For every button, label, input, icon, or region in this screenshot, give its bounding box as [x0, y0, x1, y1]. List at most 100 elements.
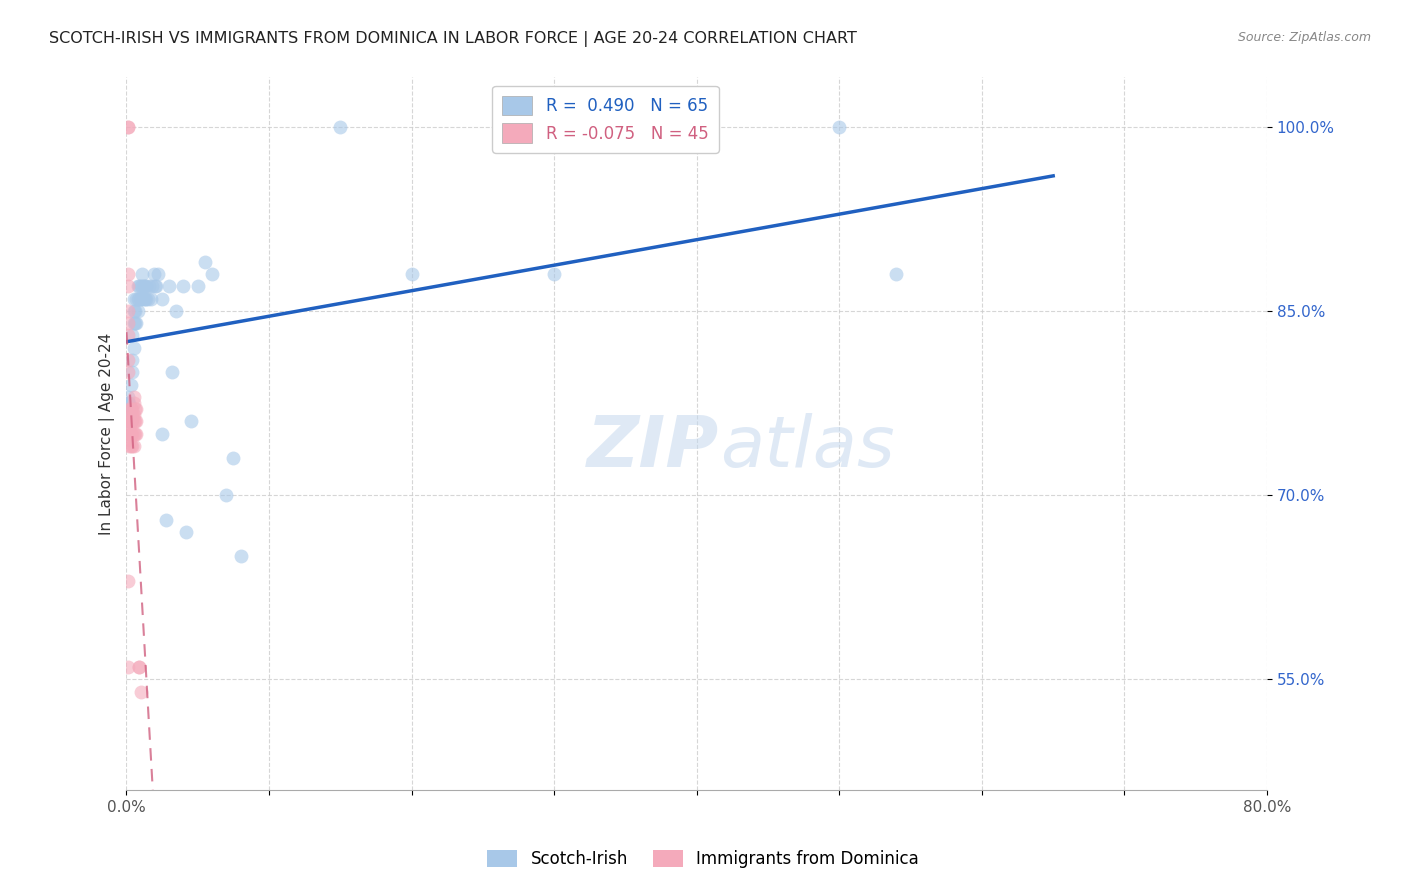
Point	[129, 279, 152, 293]
Point	[165, 303, 187, 318]
Point	[120, 414, 142, 428]
Point	[128, 292, 150, 306]
Text: atlas: atlas	[720, 413, 894, 483]
Point	[886, 267, 908, 281]
Point	[401, 267, 423, 281]
Point	[117, 328, 139, 343]
Point	[194, 254, 217, 268]
Point	[118, 414, 141, 428]
Point	[117, 120, 139, 134]
Text: SCOTCH-IRISH VS IMMIGRANTS FROM DOMINICA IN LABOR FORCE | AGE 20-24 CORRELATION : SCOTCH-IRISH VS IMMIGRANTS FROM DOMINICA…	[49, 31, 858, 47]
Point	[118, 426, 141, 441]
Point	[118, 433, 141, 447]
Point	[124, 303, 146, 318]
Point	[122, 396, 145, 410]
Point	[121, 414, 143, 428]
Text: Source: ZipAtlas.com: Source: ZipAtlas.com	[1237, 31, 1371, 45]
Point	[121, 353, 143, 368]
Point	[160, 365, 183, 379]
Point	[131, 267, 153, 281]
Point	[121, 328, 143, 343]
Point	[120, 402, 142, 417]
Point	[176, 524, 198, 539]
Point	[124, 316, 146, 330]
Point	[121, 402, 143, 417]
Point	[222, 451, 245, 466]
Point	[122, 292, 145, 306]
Point	[150, 426, 173, 441]
Point	[128, 279, 150, 293]
Point	[118, 402, 141, 417]
Point	[117, 396, 139, 410]
Point	[129, 292, 152, 306]
Point	[128, 660, 150, 674]
Point	[127, 279, 149, 293]
Point	[125, 426, 148, 441]
Point	[127, 292, 149, 306]
Point	[122, 341, 145, 355]
Point	[125, 414, 148, 428]
Point	[118, 426, 141, 441]
Point	[131, 279, 153, 293]
Point	[155, 513, 177, 527]
Point	[157, 279, 180, 293]
Point	[173, 279, 195, 293]
Point	[118, 396, 141, 410]
Point	[117, 660, 139, 674]
Point	[118, 408, 141, 422]
Point	[215, 488, 238, 502]
Point	[150, 292, 173, 306]
Point	[122, 316, 145, 330]
Point	[121, 365, 143, 379]
Point	[122, 390, 145, 404]
Point	[121, 426, 143, 441]
Point	[125, 292, 148, 306]
Point	[139, 292, 162, 306]
Point	[134, 279, 156, 293]
Point	[127, 303, 149, 318]
Point	[117, 396, 139, 410]
Point	[180, 414, 202, 428]
Point	[120, 426, 142, 441]
Point	[142, 267, 165, 281]
Point	[120, 377, 142, 392]
Point	[118, 414, 141, 428]
Point	[125, 402, 148, 417]
Point	[134, 292, 156, 306]
Point	[118, 420, 141, 434]
Point	[124, 414, 146, 428]
Point	[543, 267, 565, 281]
Point	[122, 408, 145, 422]
Point	[124, 402, 146, 417]
Point	[118, 402, 141, 417]
Point	[122, 426, 145, 441]
Point	[145, 279, 167, 293]
Point	[187, 279, 209, 293]
Point	[124, 426, 146, 441]
Point	[121, 408, 143, 422]
Point	[135, 292, 157, 306]
Point	[125, 316, 148, 330]
Point	[117, 574, 139, 588]
Point	[136, 292, 159, 306]
Point	[128, 660, 150, 674]
Point	[129, 292, 152, 306]
Point	[117, 365, 139, 379]
Text: ZIP: ZIP	[588, 413, 720, 483]
Legend: Scotch-Irish, Immigrants from Dominica: Scotch-Irish, Immigrants from Dominica	[481, 843, 925, 875]
Point	[122, 414, 145, 428]
Point	[118, 439, 141, 453]
Point	[117, 353, 139, 368]
Point	[121, 439, 143, 453]
Point	[120, 402, 142, 417]
Point	[117, 279, 139, 293]
Point	[120, 439, 142, 453]
Point	[132, 292, 155, 306]
Point	[229, 549, 252, 564]
Point	[122, 439, 145, 453]
Point	[146, 267, 169, 281]
Point	[122, 303, 145, 318]
Point	[135, 279, 157, 293]
Point	[118, 414, 141, 428]
Point	[120, 414, 142, 428]
